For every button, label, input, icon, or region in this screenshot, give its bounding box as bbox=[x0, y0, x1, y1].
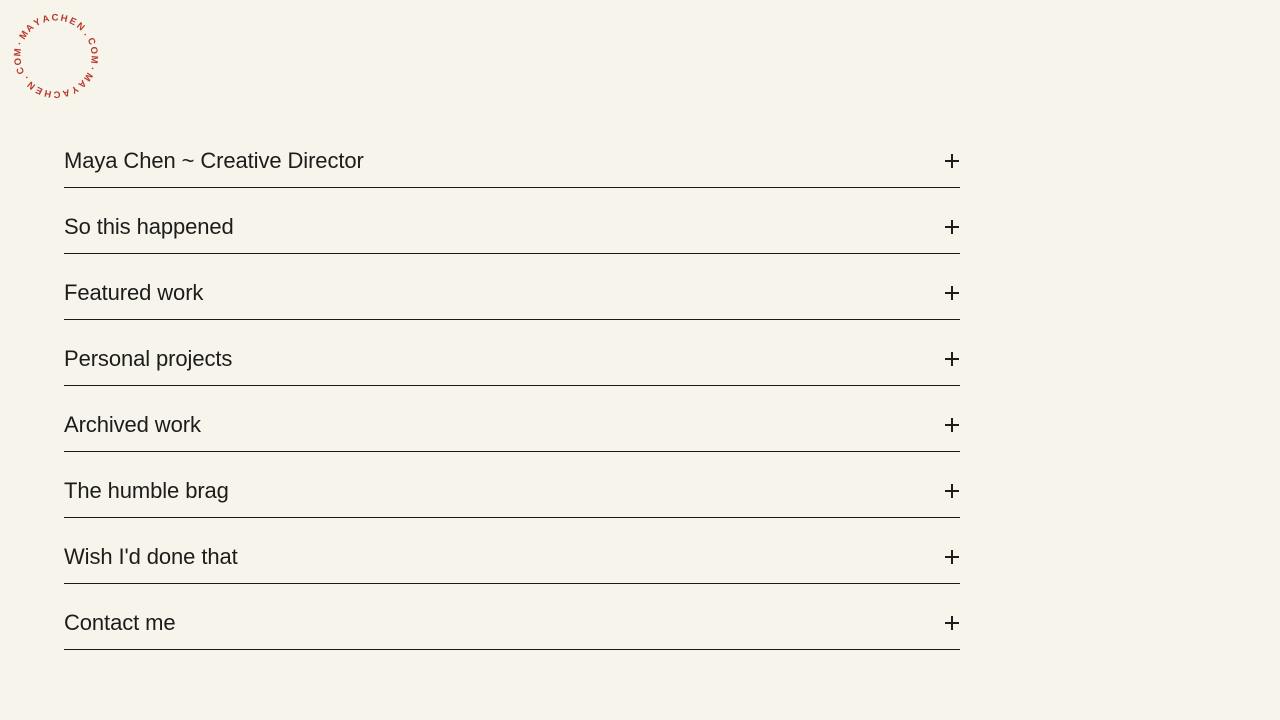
plus-icon[interactable] bbox=[945, 418, 959, 432]
menu-item-label: The humble brag bbox=[64, 478, 229, 503]
logo-char: M bbox=[12, 48, 25, 57]
logo-char: H bbox=[43, 87, 53, 100]
menu-item-label: Featured work bbox=[64, 280, 204, 305]
menu-item-archived-work[interactable]: Archived work bbox=[64, 386, 960, 452]
plus-icon[interactable] bbox=[945, 550, 959, 564]
menu-item-personal-projects[interactable]: Personal projects bbox=[64, 320, 960, 386]
logo-char: C bbox=[14, 65, 28, 76]
menu-item-label: Maya Chen ~ Creative Director bbox=[64, 148, 364, 173]
logo-char: N bbox=[74, 20, 87, 34]
logo-char: C bbox=[53, 88, 61, 100]
logo-char: · bbox=[86, 65, 98, 72]
menu-item-featured-work[interactable]: Featured work bbox=[64, 254, 960, 320]
logo-char: C bbox=[51, 12, 59, 24]
logo-char: A bbox=[61, 86, 71, 99]
logo-char: A bbox=[41, 13, 51, 26]
menu-item-maya-chen-creative-director[interactable]: Maya Chen ~ Creative Director bbox=[64, 122, 960, 188]
menu-item-contact-me[interactable]: Contact me bbox=[64, 584, 960, 650]
plus-icon[interactable] bbox=[945, 286, 959, 300]
plus-icon[interactable] bbox=[945, 484, 959, 498]
logo-char: · bbox=[14, 40, 26, 47]
logo-char: O bbox=[87, 45, 100, 55]
menu-item-label: So this happened bbox=[64, 214, 234, 239]
plus-icon[interactable] bbox=[945, 220, 959, 234]
plus-icon[interactable] bbox=[945, 616, 959, 630]
menu-item-so-this-happened[interactable]: So this happened bbox=[64, 188, 960, 254]
menu-item-label: Contact me bbox=[64, 610, 176, 635]
site-logo[interactable]: M A Y A C H E N. C O M · M A Y A C H E N. C O M · bbox=[0, 0, 112, 112]
menu-item-wish-id-done-that[interactable]: Wish I'd done that bbox=[64, 518, 960, 584]
menu-item-label: Wish I'd done that bbox=[64, 544, 238, 569]
accordion-menu: Maya Chen ~ Creative Director So this ha… bbox=[64, 122, 960, 650]
menu-item-label: Personal projects bbox=[64, 346, 233, 371]
plus-icon[interactable] bbox=[945, 352, 959, 366]
menu-item-the-humble-brag[interactable]: The humble brag bbox=[64, 452, 960, 518]
logo-char: . bbox=[81, 29, 92, 38]
plus-icon[interactable] bbox=[945, 154, 959, 168]
logo-char: M bbox=[87, 55, 100, 64]
menu-item-label: Archived work bbox=[64, 412, 201, 437]
